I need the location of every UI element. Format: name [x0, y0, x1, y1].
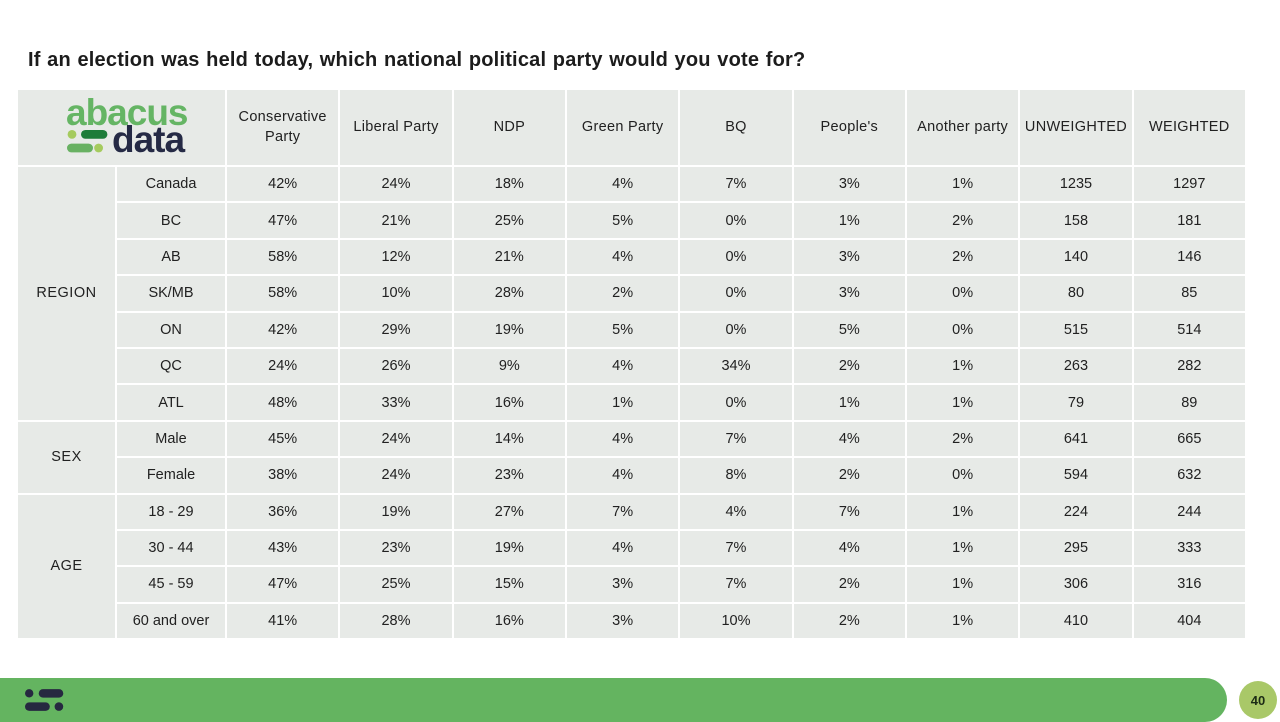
svg-text:data: data	[112, 119, 186, 160]
svg-text:abacus: abacus	[66, 92, 188, 133]
